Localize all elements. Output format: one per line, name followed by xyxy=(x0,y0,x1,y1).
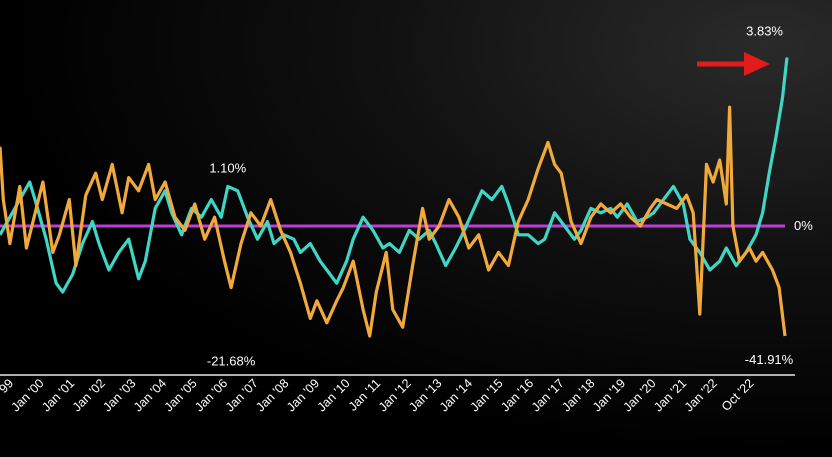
x-tick-label: Jan '04 xyxy=(131,376,169,414)
x-tick-label: Jan '17 xyxy=(529,376,567,414)
annotation-label: 3.83% xyxy=(746,23,783,38)
series-line-teal xyxy=(0,57,789,294)
x-tick-label: Jan '01 xyxy=(39,376,77,414)
red-arrow-icon xyxy=(697,52,770,76)
annotation-label: -21.68% xyxy=(207,354,256,369)
x-tick-label: Jan '07 xyxy=(223,376,261,414)
x-tick-label: Jan '14 xyxy=(437,376,475,414)
x-tick-label: Jan '16 xyxy=(498,376,536,414)
x-tick-label: Jan '19 xyxy=(590,376,628,414)
x-tick-label: Jan '18 xyxy=(559,376,597,414)
zero-line-label: 0% xyxy=(794,218,813,233)
x-tick-label: Jan '05 xyxy=(162,376,200,414)
x-tick-label: Jan '02 xyxy=(70,376,108,414)
x-tick-label: Jan '10 xyxy=(315,376,353,414)
x-tick-label: Jan '20 xyxy=(621,376,659,414)
x-tick-label: Jan '11 xyxy=(346,376,384,414)
x-tick-label: Jan '12 xyxy=(376,376,414,414)
x-tick-label: Jan '15 xyxy=(468,376,506,414)
data-annotations: 1.10% -21.68% 3.83% -41.91% xyxy=(207,23,794,368)
x-tick-label: Jan '03 xyxy=(100,376,138,414)
annotation-label: -41.91% xyxy=(745,352,794,367)
x-tick-label: Jan '06 xyxy=(192,376,230,414)
x-tick-label: Jan '21 xyxy=(651,376,689,414)
x-tick-label: Jan '08 xyxy=(253,376,291,414)
x-tick-label: Jan '22 xyxy=(682,376,720,414)
x-tick-label: Jan '13 xyxy=(406,376,444,414)
annotation-label: 1.10% xyxy=(209,160,246,175)
x-tick-label: Jan '09 xyxy=(284,376,322,414)
x-tick-label: Oct '22 xyxy=(719,376,757,414)
series-line-orange xyxy=(0,105,787,338)
x-tick-label: Jan '00 xyxy=(9,376,47,414)
